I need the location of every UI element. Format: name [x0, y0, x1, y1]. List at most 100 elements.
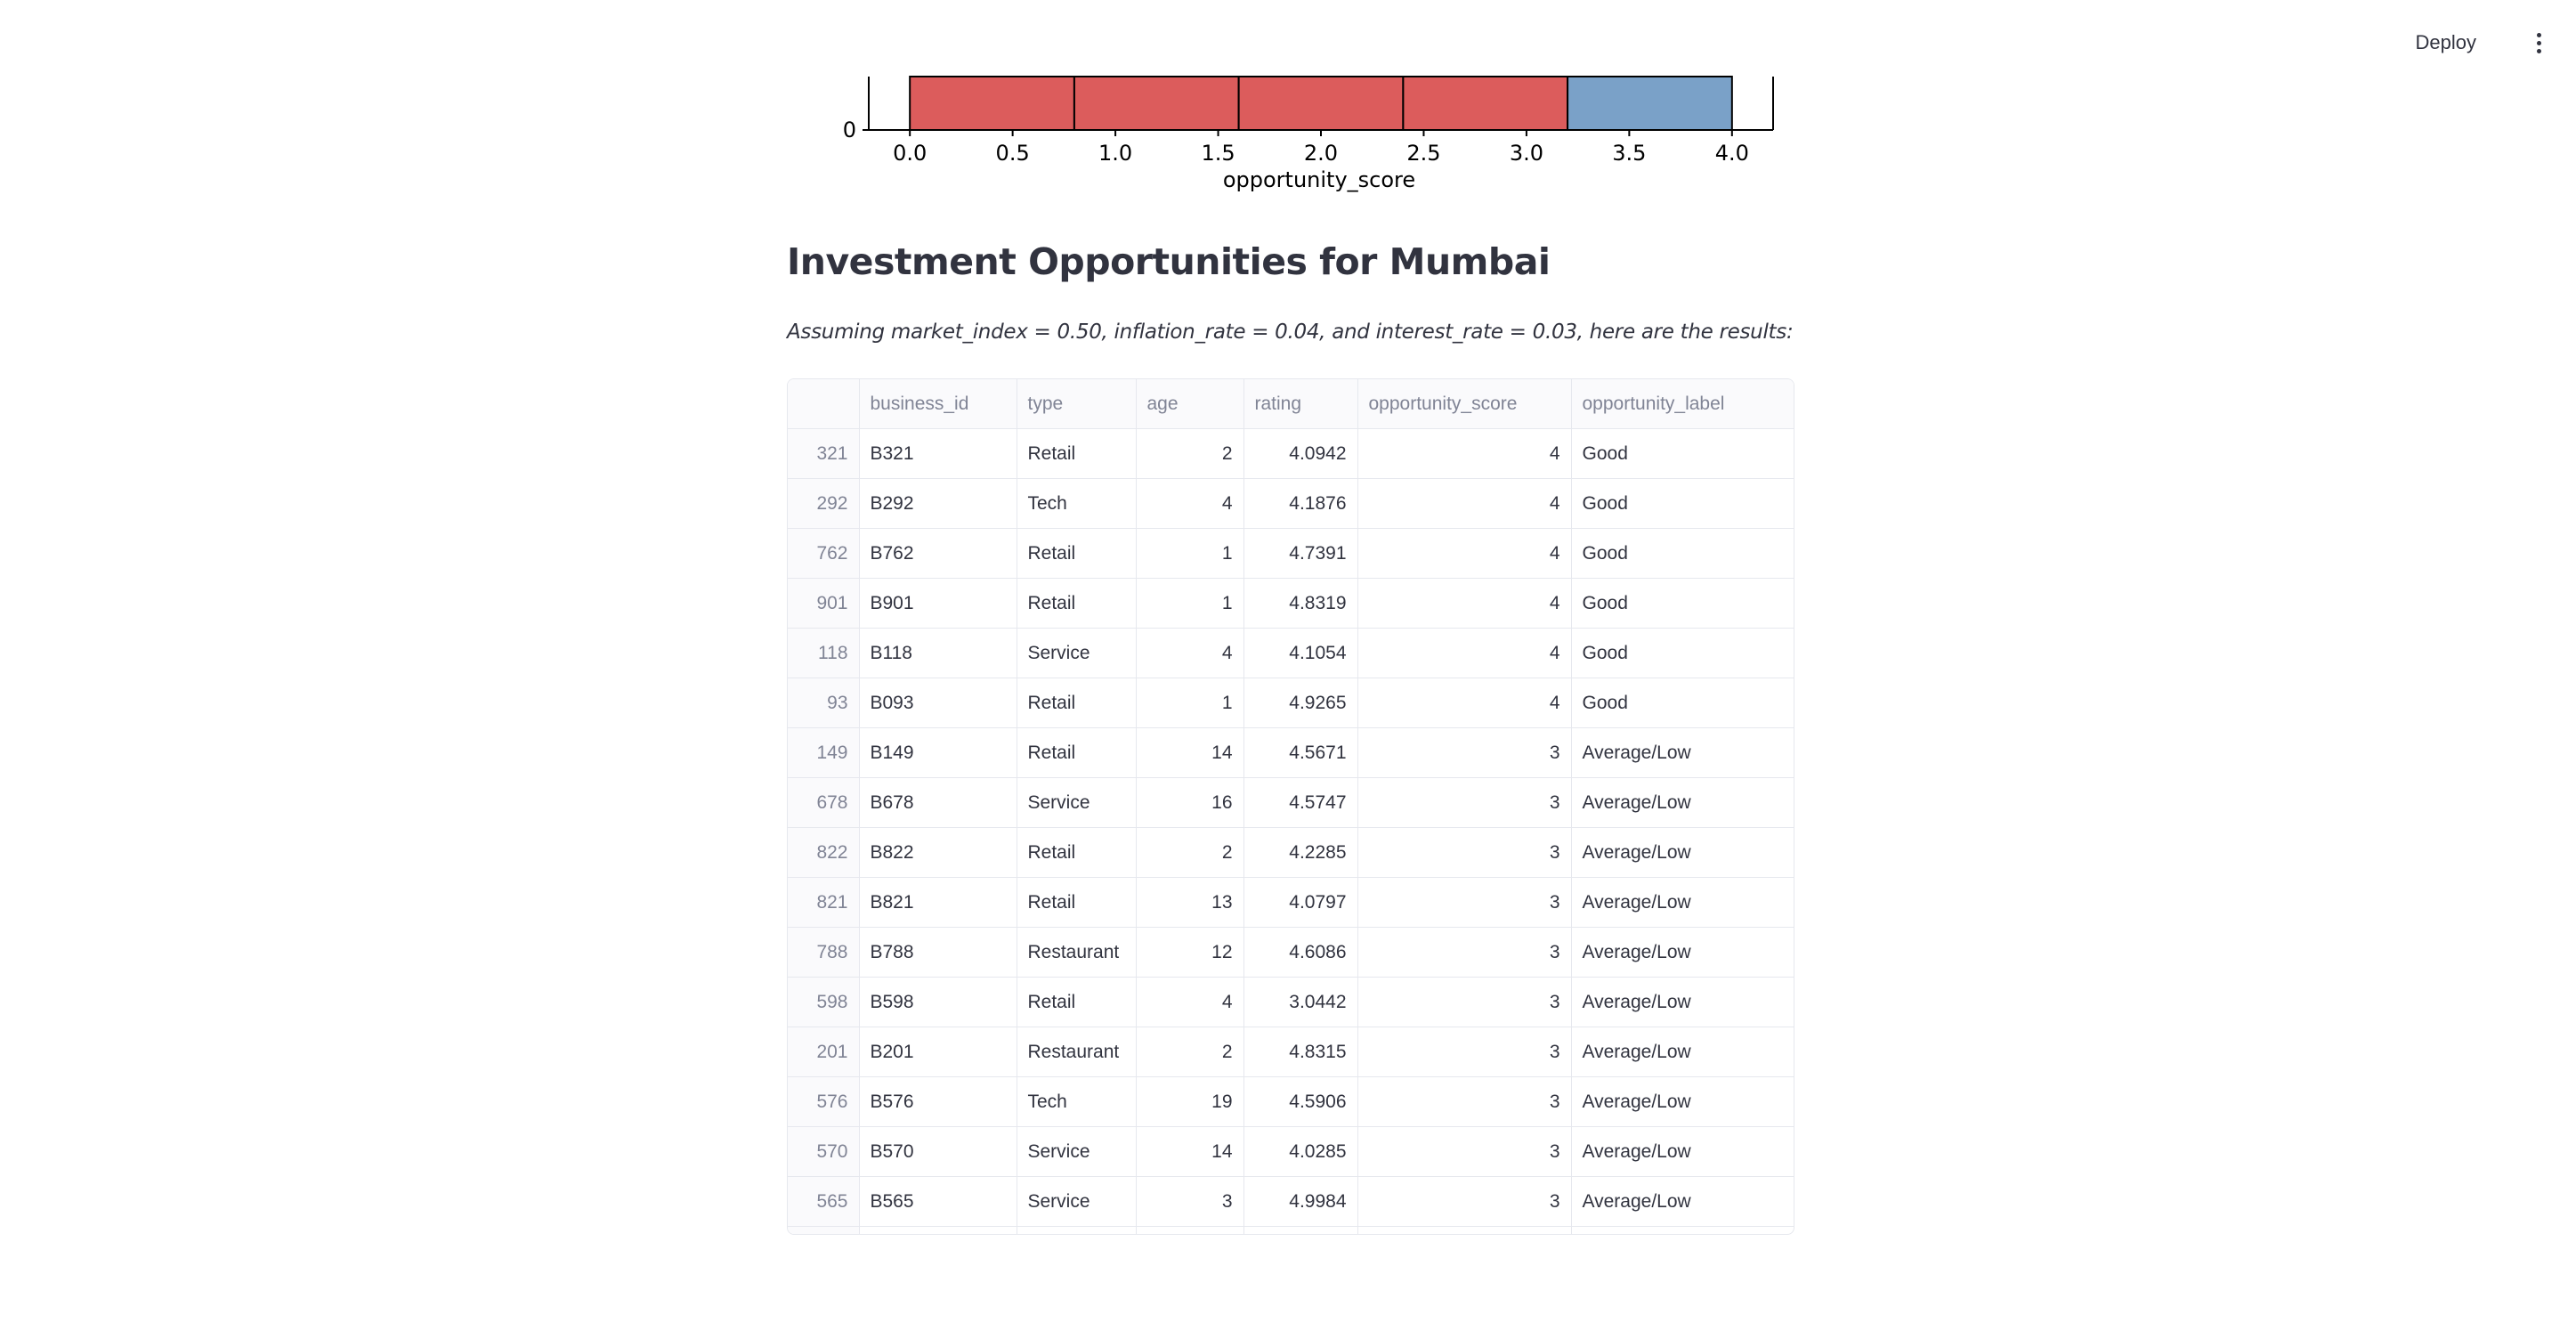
row-index[interactable]: 822: [788, 827, 860, 878]
opportunity-label-cell[interactable]: Average/Low: [1571, 827, 1794, 878]
rating-cell[interactable]: 4.5671: [1243, 727, 1358, 778]
rating-cell[interactable]: 4.2285: [1243, 827, 1358, 878]
business-id-cell[interactable]: B762: [859, 528, 1017, 579]
age-cell[interactable]: 14: [1136, 1126, 1244, 1177]
opportunity-score-cell[interactable]: 3: [1357, 777, 1572, 828]
type-header[interactable]: type: [1017, 379, 1137, 429]
rating-cell[interactable]: 4.6086: [1243, 927, 1358, 978]
type-cell[interactable]: Retail: [1017, 977, 1137, 1027]
table-row[interactable]: 821 B821 Retail 13 4.0797 3 Average/Low: [788, 877, 1794, 928]
type-cell[interactable]: Retail: [1017, 678, 1137, 728]
type-cell[interactable]: Service: [1017, 1176, 1137, 1227]
age-cell[interactable]: 12: [1136, 927, 1244, 978]
age-cell[interactable]: 2: [1136, 428, 1244, 479]
row-index[interactable]: [788, 1226, 860, 1234]
opportunity-score-cell[interactable]: 4: [1357, 428, 1572, 479]
table-row[interactable]: 762 B762 Retail 1 4.7391 4 Good: [788, 528, 1794, 579]
age-cell[interactable]: 4: [1136, 478, 1244, 529]
row-index[interactable]: 565: [788, 1176, 860, 1227]
table-row[interactable]: 321 B321 Retail 2 4.0942 4 Good: [788, 428, 1794, 479]
age-cell[interactable]: 2: [1136, 1027, 1244, 1077]
type-cell[interactable]: Tech: [1017, 1076, 1137, 1127]
rating-cell[interactable]: 4.0797: [1243, 877, 1358, 928]
opportunity-label-cell[interactable]: Good: [1571, 528, 1794, 579]
age-cell[interactable]: 19: [1136, 1076, 1244, 1127]
table-row[interactable]: 678 B678 Service 16 4.5747 3 Average/Low: [788, 777, 1794, 828]
row-index[interactable]: 118: [788, 628, 860, 678]
opportunity-score-cell[interactable]: 4: [1357, 528, 1572, 579]
row-index[interactable]: 570: [788, 1126, 860, 1177]
opportunity-label-cell[interactable]: Good: [1571, 678, 1794, 728]
age-cell[interactable]: 1: [1136, 528, 1244, 579]
opportunity-score-cell[interactable]: 4: [1357, 628, 1572, 678]
business-id-cell[interactable]: B321: [859, 428, 1017, 479]
business-id-cell[interactable]: [859, 1226, 1017, 1234]
row-index[interactable]: 762: [788, 528, 860, 579]
opportunity-score-cell[interactable]: 3: [1357, 1126, 1572, 1177]
rating-cell[interactable]: 3.0442: [1243, 977, 1358, 1027]
business-id-cell[interactable]: B678: [859, 777, 1017, 828]
age-cell[interactable]: 4: [1136, 977, 1244, 1027]
opportunity-score-cell[interactable]: 4: [1357, 678, 1572, 728]
business-id-cell[interactable]: B822: [859, 827, 1017, 878]
age-header[interactable]: age: [1136, 379, 1244, 429]
table-row[interactable]: 93 B093 Retail 1 4.9265 4 Good: [788, 678, 1794, 728]
rating-cell[interactable]: [1243, 1226, 1358, 1234]
rating-cell[interactable]: 4.8319: [1243, 578, 1358, 629]
business-id-cell[interactable]: B149: [859, 727, 1017, 778]
rating-cell[interactable]: 4.9984: [1243, 1176, 1358, 1227]
age-cell[interactable]: 4: [1136, 628, 1244, 678]
opportunity-score-cell[interactable]: 4: [1357, 578, 1572, 629]
opportunity-label-cell[interactable]: Good: [1571, 428, 1794, 479]
row-index[interactable]: 576: [788, 1076, 860, 1127]
row-index[interactable]: 788: [788, 927, 860, 978]
index-header[interactable]: [788, 379, 860, 429]
age-cell[interactable]: 2: [1136, 827, 1244, 878]
row-index[interactable]: 292: [788, 478, 860, 529]
age-cell[interactable]: 14: [1136, 727, 1244, 778]
opportunity-score-cell[interactable]: 3: [1357, 977, 1572, 1027]
rating-cell[interactable]: 4.1876: [1243, 478, 1358, 529]
business-id-cell[interactable]: B576: [859, 1076, 1017, 1127]
business-id-cell[interactable]: B292: [859, 478, 1017, 529]
age-cell[interactable]: 16: [1136, 777, 1244, 828]
type-cell[interactable]: Tech: [1017, 478, 1137, 529]
age-cell[interactable]: 3: [1136, 1176, 1244, 1227]
rating-header[interactable]: rating: [1243, 379, 1358, 429]
opportunity-score-header[interactable]: opportunity_score: [1357, 379, 1572, 429]
opportunity-score-cell[interactable]: 4: [1357, 478, 1572, 529]
row-index[interactable]: 821: [788, 877, 860, 928]
business-id-cell[interactable]: B570: [859, 1126, 1017, 1177]
type-cell[interactable]: [1017, 1226, 1137, 1234]
business-id-cell[interactable]: B901: [859, 578, 1017, 629]
opportunity-label-cell[interactable]: Average/Low: [1571, 927, 1794, 978]
opportunity-label-cell[interactable]: Average/Low: [1571, 1076, 1794, 1127]
age-cell[interactable]: 1: [1136, 678, 1244, 728]
opportunity-label-header[interactable]: opportunity_label: [1571, 379, 1794, 429]
opportunity-score-cell[interactable]: 3: [1357, 927, 1572, 978]
opportunity-label-cell[interactable]: Good: [1571, 578, 1794, 629]
table-row[interactable]: 576 B576 Tech 19 4.5906 3 Average/Low: [788, 1076, 1794, 1127]
type-cell[interactable]: Retail: [1017, 877, 1137, 928]
table-row[interactable]: 822 B822 Retail 2 4.2285 3 Average/Low: [788, 827, 1794, 878]
opportunity-score-cell[interactable]: 3: [1357, 1076, 1572, 1127]
deploy-button[interactable]: Deploy: [2402, 25, 2491, 61]
row-index[interactable]: 201: [788, 1027, 860, 1077]
opportunity-label-cell[interactable]: Average/Low: [1571, 1126, 1794, 1177]
business-id-cell[interactable]: B118: [859, 628, 1017, 678]
business-id-cell[interactable]: B201: [859, 1027, 1017, 1077]
row-index[interactable]: 678: [788, 777, 860, 828]
business-id-cell[interactable]: B598: [859, 977, 1017, 1027]
opportunity-label-cell[interactable]: Good: [1571, 478, 1794, 529]
age-cell[interactable]: 13: [1136, 877, 1244, 928]
type-cell[interactable]: Retail: [1017, 727, 1137, 778]
age-cell[interactable]: [1136, 1226, 1244, 1234]
row-index[interactable]: 321: [788, 428, 860, 479]
table-row[interactable]: 788 B788 Restaurant 12 4.6086 3 Average/Low: [788, 927, 1794, 978]
opportunity-score-cell[interactable]: 3: [1357, 827, 1572, 878]
row-index[interactable]: 901: [788, 578, 860, 629]
rating-cell[interactable]: 4.5747: [1243, 777, 1358, 828]
business-id-cell[interactable]: B565: [859, 1176, 1017, 1227]
rating-cell[interactable]: 4.9265: [1243, 678, 1358, 728]
type-cell[interactable]: Service: [1017, 777, 1137, 828]
